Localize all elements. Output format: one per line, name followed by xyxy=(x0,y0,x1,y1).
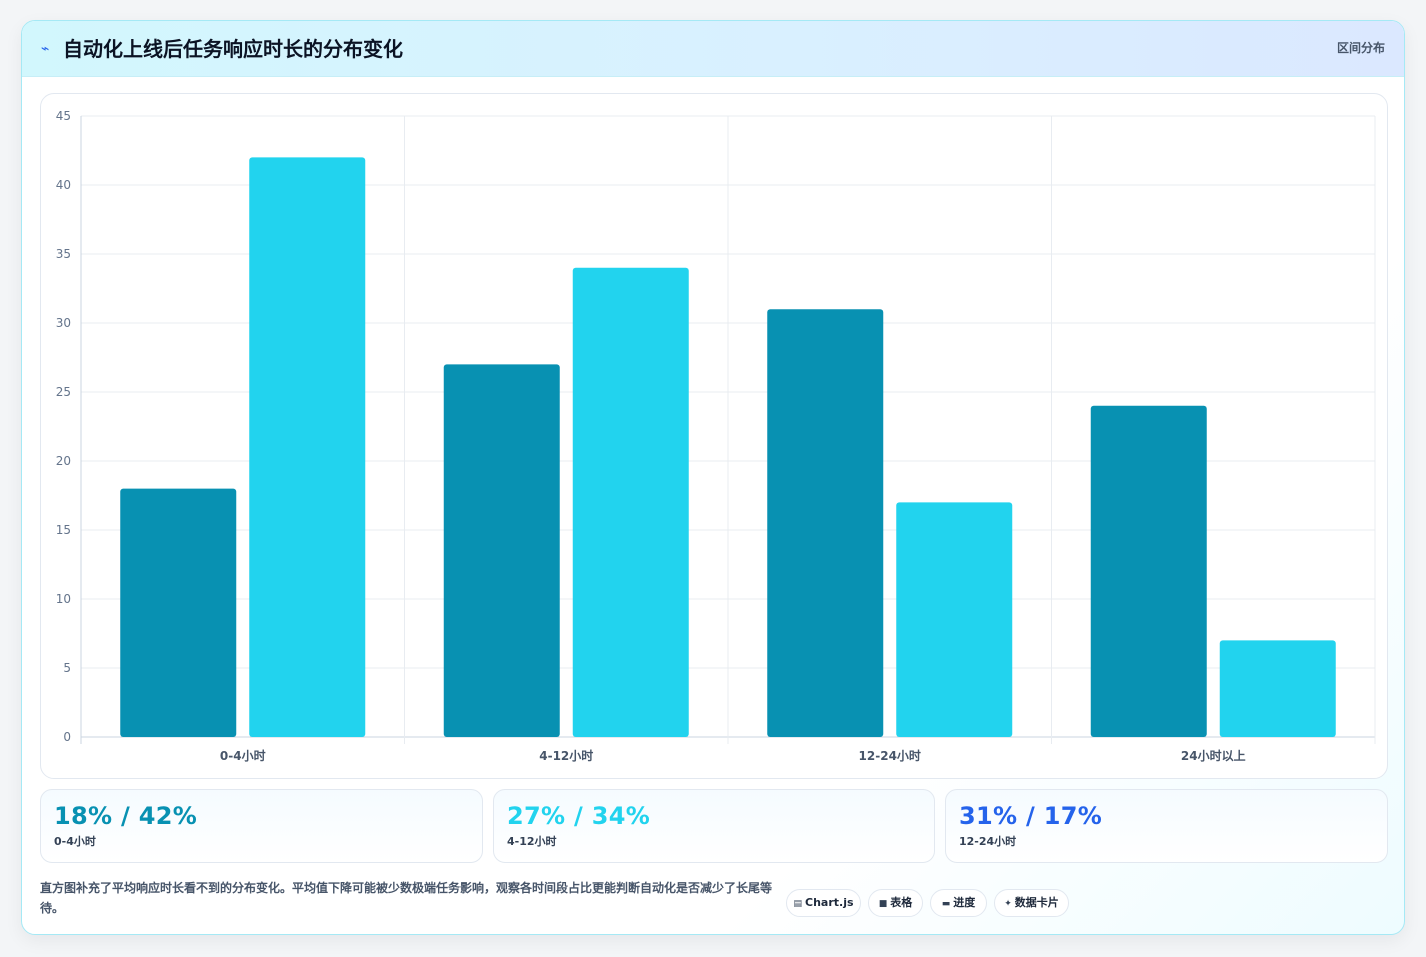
tag-progress[interactable]: ▬ 进度 xyxy=(930,889,987,917)
footer-note: 直方图补充了平均响应时长看不到的分布变化。平均值下降可能被少数极端任务影响，观察… xyxy=(40,881,773,915)
y-tick-label: 35 xyxy=(56,247,71,261)
stat-card-0-4: 18% / 42% 0-4小时 xyxy=(40,789,483,863)
stat-value: 18% / 42% xyxy=(54,802,198,830)
header-badge: 区间分布 xyxy=(1336,41,1385,55)
stat-value: 31% / 17% xyxy=(959,802,1103,830)
bar xyxy=(249,157,366,737)
stat-card-12-24: 31% / 17% 12-24小时 xyxy=(945,789,1388,863)
x-tick-label: 24小时以上 xyxy=(1181,748,1246,763)
bar xyxy=(443,364,560,737)
tag-chartjs[interactable]: ▤ Chart.js xyxy=(786,889,861,917)
x-tick-label: 0-4小时 xyxy=(220,748,266,763)
tag-label: 数据卡片 xyxy=(1014,896,1059,909)
chart-card: ⌁ 自动化上线后任务响应时长的分布变化 区间分布 0 5 10 15 20 25 30 35 4… xyxy=(21,20,1405,935)
y-tick-label: 10 xyxy=(56,592,71,606)
y-tick-label: 20 xyxy=(56,454,71,468)
stat-label: 0-4小时 xyxy=(54,835,96,848)
stat-card-4-12: 27% / 34% 4-12小时 xyxy=(493,789,935,863)
tag-label: 进度 xyxy=(953,896,976,909)
stat-label: 12-24小时 xyxy=(959,835,1017,848)
y-tick-label: 45 xyxy=(56,109,71,123)
chart-panel: 0 5 10 15 20 25 30 35 40 45 0-4小时 4-12小时 12-24小时 24小时… xyxy=(40,93,1388,779)
card-icon: ✦ xyxy=(1004,899,1012,909)
x-tick-label: 12-24小时 xyxy=(859,748,921,763)
progress-icon: ▬ xyxy=(941,899,951,909)
bar xyxy=(120,488,237,737)
card-title: 自动化上线后任务响应时长的分布变化 xyxy=(63,37,403,61)
card-header: ⌁ 自动化上线后任务响应时长的分布变化 区间分布 xyxy=(22,21,1404,77)
y-tick-label: 30 xyxy=(56,316,71,330)
y-tick-label: 5 xyxy=(63,661,71,675)
stat-value: 27% / 34% xyxy=(507,802,651,830)
tag-data-card[interactable]: ✦ 数据卡片 xyxy=(994,889,1069,917)
bar-chart: 0 5 10 15 20 25 30 35 40 45 0-4小时 4-12小时 12-24小时 24小时… xyxy=(56,109,1376,763)
tag-table[interactable]: ■ 表格 xyxy=(868,889,923,917)
tag-label: Chart.js xyxy=(805,896,854,909)
stat-label: 4-12小时 xyxy=(507,835,557,848)
y-tick-label: 15 xyxy=(56,523,71,537)
x-tick-label: 4-12小时 xyxy=(539,748,593,763)
bar xyxy=(572,267,689,737)
bar xyxy=(896,502,1013,737)
y-tick-label: 40 xyxy=(56,178,71,192)
bar xyxy=(1090,405,1207,737)
y-tick-label: 0 xyxy=(63,730,71,744)
bar xyxy=(1219,640,1336,737)
tag-label: 表格 xyxy=(890,896,913,909)
chart-icon: ▤ xyxy=(793,899,802,909)
bar xyxy=(767,309,884,737)
table-icon: ■ xyxy=(878,899,888,909)
lightning-icon: ⌁ xyxy=(41,41,50,57)
y-tick-label: 25 xyxy=(56,385,71,399)
